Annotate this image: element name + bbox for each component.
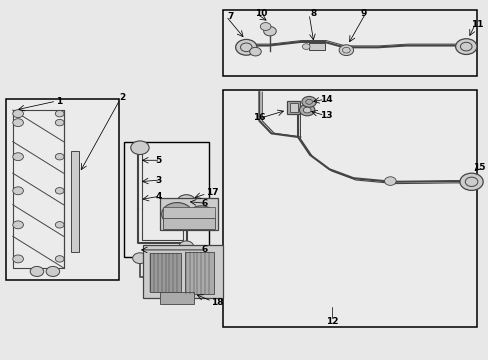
Bar bbox=[163, 218, 214, 229]
Text: 3: 3 bbox=[155, 176, 162, 185]
Circle shape bbox=[55, 188, 64, 194]
Text: 12: 12 bbox=[325, 317, 337, 326]
Circle shape bbox=[46, 266, 60, 276]
Bar bbox=[71, 151, 80, 252]
Circle shape bbox=[55, 222, 64, 228]
Circle shape bbox=[13, 153, 23, 161]
Text: 18: 18 bbox=[210, 298, 223, 307]
Circle shape bbox=[187, 206, 214, 226]
Text: 5: 5 bbox=[155, 156, 162, 165]
Text: 16: 16 bbox=[253, 113, 265, 122]
Circle shape bbox=[338, 45, 353, 55]
Circle shape bbox=[55, 120, 64, 126]
Bar bbox=[163, 207, 214, 219]
Text: 6: 6 bbox=[201, 199, 207, 208]
Bar bbox=[13, 110, 63, 268]
Circle shape bbox=[13, 110, 23, 118]
Text: 2: 2 bbox=[119, 93, 125, 102]
Circle shape bbox=[455, 39, 476, 54]
Bar bbox=[149, 253, 181, 292]
Circle shape bbox=[30, 266, 43, 276]
Text: 10: 10 bbox=[254, 9, 266, 18]
Text: 15: 15 bbox=[472, 163, 485, 172]
Text: 9: 9 bbox=[360, 9, 366, 18]
Circle shape bbox=[301, 96, 316, 107]
Bar bbox=[124, 142, 208, 257]
Text: 8: 8 bbox=[310, 9, 316, 18]
Circle shape bbox=[384, 177, 395, 185]
Text: 1: 1 bbox=[56, 96, 61, 105]
Text: 17: 17 bbox=[205, 188, 218, 197]
Circle shape bbox=[13, 221, 23, 229]
Bar bbox=[185, 252, 214, 294]
Circle shape bbox=[303, 107, 310, 113]
Circle shape bbox=[13, 119, 23, 127]
Bar bbox=[308, 43, 324, 50]
Bar bbox=[160, 292, 194, 304]
Circle shape bbox=[263, 27, 276, 36]
Circle shape bbox=[13, 187, 23, 195]
Bar bbox=[5, 99, 119, 280]
Circle shape bbox=[55, 153, 64, 160]
Bar bbox=[160, 198, 218, 230]
Circle shape bbox=[55, 111, 64, 117]
Text: 7: 7 bbox=[227, 12, 234, 21]
Text: 11: 11 bbox=[469, 19, 482, 28]
Text: 14: 14 bbox=[319, 95, 332, 104]
Circle shape bbox=[235, 40, 256, 55]
Circle shape bbox=[260, 23, 270, 31]
Circle shape bbox=[249, 47, 261, 56]
Text: 6: 6 bbox=[201, 246, 207, 255]
Bar bbox=[287, 101, 299, 114]
Text: 13: 13 bbox=[319, 111, 331, 120]
Bar bbox=[289, 103, 297, 112]
Circle shape bbox=[177, 195, 195, 208]
Circle shape bbox=[179, 241, 193, 252]
Circle shape bbox=[55, 256, 64, 262]
Circle shape bbox=[299, 104, 314, 116]
Circle shape bbox=[459, 173, 482, 190]
Circle shape bbox=[302, 44, 309, 49]
Text: 4: 4 bbox=[155, 192, 162, 201]
Circle shape bbox=[162, 203, 192, 226]
Circle shape bbox=[132, 253, 147, 264]
Bar bbox=[143, 244, 223, 298]
Circle shape bbox=[13, 255, 23, 263]
Bar bbox=[223, 10, 476, 76]
Bar bbox=[223, 90, 476, 327]
Circle shape bbox=[130, 141, 149, 154]
